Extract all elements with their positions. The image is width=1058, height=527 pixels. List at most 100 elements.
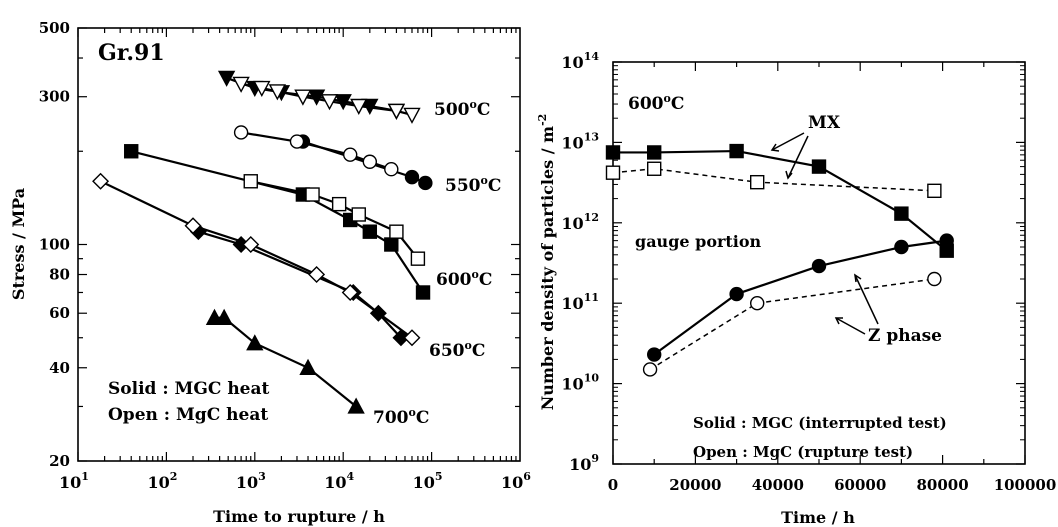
right-data-point [811,159,827,174]
left-data-point [362,154,378,169]
mx-arrowhead-solid [770,143,780,152]
left-data-point [384,162,399,177]
left-x-tick-label: 101 [59,470,89,492]
left-data-point [351,207,366,222]
right-open-legend: Open : MgC (rupture test) [693,443,913,461]
right-data-point [811,258,827,274]
mx-arrow-solid [771,132,805,151]
left-axis-ticks [77,27,520,462]
right-x-axis-title: Time / h [781,508,855,527]
gauge-portion-label: gauge portion [635,232,762,251]
z-arrowhead-solid [854,273,862,283]
left-x-tick-label: 103 [236,470,266,492]
left-data-point [361,98,379,115]
left-data-point [362,224,378,239]
right-data-point [927,271,942,287]
right-y-tick-label: 1011 [561,291,599,313]
left-series-line-7 [100,180,413,339]
left-data-point [268,84,287,101]
left-data-point [404,169,420,185]
right-data-point [605,165,621,180]
right-y-tick-label: 1010 [561,372,599,394]
left-data-point [403,329,421,347]
right-y-tick-label: 109 [569,452,599,474]
particle-density-chart: 0 20000 40000 60000 80000 100000 109 1010 1011 10… [536,50,1056,527]
left-data-point [215,308,233,325]
left-data-point [384,237,399,252]
left-data-point [403,107,421,124]
left-data-point [246,334,264,351]
right-data-point [927,183,942,199]
left-y-tick-label: 40 [49,359,70,377]
left-x-tick-label: 102 [147,470,177,492]
right-y-axis-title: Number density of particles / m-2 [536,114,557,411]
left-data-point [347,397,365,414]
label-700c: 700oC [373,406,429,428]
left-data-point [253,80,271,98]
left-x-tick-label: 106 [501,470,531,492]
right-data-point [750,174,765,190]
left-data-point [342,147,358,162]
left-series-lines [100,76,426,408]
right-series-markers [605,143,954,377]
right-x-tick-label: 60000 [834,476,886,494]
right-data-point [647,161,662,176]
right-data-point [642,362,658,377]
left-data-point [350,98,368,115]
right-series-line-1 [612,168,935,192]
left-data-point [341,283,359,301]
left-data-point [294,89,312,106]
left-data-point [242,236,260,253]
label-550c: 550oC [445,174,501,196]
z-arrow-open [835,317,866,335]
left-data-point [331,196,347,212]
left-data-point [92,172,110,190]
right-x-tick-label: 100000 [994,476,1057,494]
right-series-line-3 [649,278,935,371]
left-series-markers [92,70,433,414]
left-data-point [124,144,139,159]
right-x-tick-label: 0 [608,476,618,494]
right-data-point [729,143,744,159]
right-x-tick-label: 20000 [669,476,721,494]
left-y-tick-label: 100 [39,236,70,254]
left-y-tick-label: 20 [49,452,70,470]
right-y-tick-label: 1013 [561,130,599,152]
z-phase-label: Z phase [868,326,942,346]
right-data-point [939,233,954,248]
z-arrowhead-open [834,317,843,325]
left-x-tick-label: 105 [413,470,443,492]
label-650c: 650oC [429,339,485,361]
left-data-point [217,70,236,87]
left-solid-legend: Solid : MGC heat [108,379,270,399]
left-open-legend: Open : MgC heat [108,405,268,425]
left-x-axis-title: Time to rupture / h [213,507,385,526]
label-500c: 500oC [434,98,490,120]
right-solid-legend: Solid : MGC (interrupted test) [693,414,947,432]
right-data-point [647,145,662,160]
left-data-point [320,94,339,111]
left-data-point [232,76,250,93]
left-data-point [415,285,431,300]
right-x-tick-label: 40000 [752,476,804,494]
left-data-point [392,329,410,347]
left-y-tick-label: 500 [39,19,70,37]
left-y-axis-title: Stress / MPa [9,188,28,300]
right-x-tick-label: 80000 [917,476,969,494]
left-data-point [418,175,433,191]
left-tick-labels: 101 102 103 104 105 106 20 40 60 80 100 300 500 [39,19,532,492]
left-data-point [299,358,317,375]
left-data-point [243,174,258,189]
label-600c: 600oC [436,268,492,290]
right-temp-label: 600oC [628,92,684,114]
left-data-point [289,134,305,149]
left-series-line-4 [130,150,424,294]
left-data-point [387,103,406,120]
mx-label: MX [808,113,841,133]
left-data-point [389,224,404,239]
left-x-tick-label: 104 [324,470,354,492]
left-data-point [334,94,352,111]
left-y-tick-label: 60 [49,304,70,322]
z-arrow-solid [854,274,879,325]
annotation-arrows [770,132,879,335]
